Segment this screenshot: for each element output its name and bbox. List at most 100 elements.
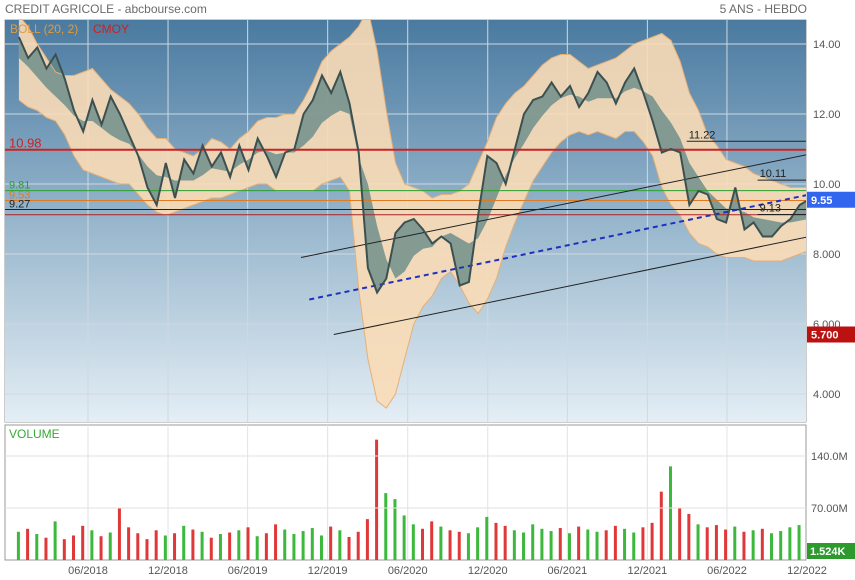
chart-title: CREDIT AGRICOLE - abcbourse.com [5,2,207,16]
volume-bar [733,526,737,560]
volume-bar [751,530,755,560]
volume-bar [659,491,663,560]
legend-boll: BOLL (20, 2) [10,22,79,36]
volume-bar [127,527,131,560]
volume-bar [62,539,66,560]
volume-bar [26,528,30,560]
volume-bar [779,531,783,560]
x-tick-label: 06/2020 [388,565,428,577]
x-tick-label: 12/2019 [308,565,348,577]
volume-bar [16,531,20,560]
y-tick-label: 4.000 [813,389,841,401]
volume-bar [44,537,48,560]
volume-bar [430,521,434,560]
level-label: 9.27 [9,199,30,211]
x-tick-label: 06/2021 [547,565,587,577]
volume-bar [531,524,535,560]
volume-bar [623,528,627,560]
volume-bar [724,529,728,560]
volume-bar [365,519,369,560]
volume-bar [347,536,351,560]
volume-bar [264,533,268,560]
volume-bar [512,530,516,560]
trendline [300,154,806,258]
volume-bar [567,533,571,560]
bollinger-upper-line [21,20,806,199]
last-price-badge [807,191,855,208]
volume-bar [476,527,480,560]
volume-bar [421,528,425,560]
volume-bar [678,508,682,560]
volume-bar [338,530,342,560]
volume-bar [384,493,388,560]
level-label: 9.81 [9,180,30,192]
volume-bar [108,532,112,560]
volume-bar [375,439,379,560]
volume-bar [154,530,158,560]
volume-bar [797,525,801,560]
legend-cmoy: CMOY [93,22,129,36]
volume-bar [228,532,232,560]
volume-bar [577,526,581,560]
volume-bar [356,531,360,560]
annotation-label: 11.22 [689,129,716,141]
volume-tick-label: 140.0M [811,451,848,463]
volume-bar [145,539,149,560]
price-badge-label: 9.55 [811,195,832,207]
chart-period: 5 ANS - HEBDO [719,2,807,16]
volume-bar [255,536,259,560]
volume-bar [319,535,323,560]
x-tick-label: 06/2018 [68,565,108,577]
volume-bar [457,531,461,560]
volume-bar [301,531,305,560]
volume-bar [604,530,608,560]
price-line [17,36,806,295]
volume-bar [687,513,691,560]
volume-bar [209,537,213,560]
volume-bar [522,532,526,560]
volume-bar [788,527,792,560]
volume-bar [117,508,121,560]
volume-bar [549,531,553,560]
volume-bar [668,466,672,560]
volume-bar [411,524,415,560]
volume-bar [81,525,85,560]
x-tick-label: 12/2020 [468,565,508,577]
volume-bar [136,533,140,560]
level-label: 10.98 [9,136,42,151]
volume-bar [714,525,718,560]
volume-bar [274,524,278,560]
volume-bar [770,533,774,560]
volume-bar [218,534,222,560]
volume-bar [90,530,94,560]
bollinger-band-fill [18,20,806,408]
volume-bar [558,528,562,560]
volume-tick-label: 70.00M [811,503,848,515]
level-label: 9.53 [9,189,30,201]
volume-bar [237,530,241,560]
volume-bar [200,531,204,560]
dotted-trendline [309,194,806,301]
trendline [333,236,806,335]
volume-bar [586,529,590,560]
price-badge-label: 5.700 [811,330,839,342]
volume-bar [632,532,636,560]
volume-panel-title: VOLUME [9,427,60,441]
volume-bar [402,515,406,560]
volume-bar [35,534,39,560]
volume-bar [292,534,296,560]
volume-bar [650,522,654,560]
latest-volume-badge [807,543,855,559]
bollinger-lower-line [18,99,806,409]
y-tick-label: 12.00 [813,109,841,121]
volume-bar [485,516,489,560]
annotation-label: 10.11 [760,168,787,180]
volume-bar [283,529,287,560]
y-tick-label: 14.00 [813,39,841,51]
x-tick-label: 12/2021 [627,565,667,577]
volume-bar [448,530,452,560]
annotation-label: 9.13 [760,202,781,214]
x-tick-label: 12/2022 [787,565,827,577]
y-tick-label: 8.000 [813,249,841,261]
volume-bar [439,526,443,560]
